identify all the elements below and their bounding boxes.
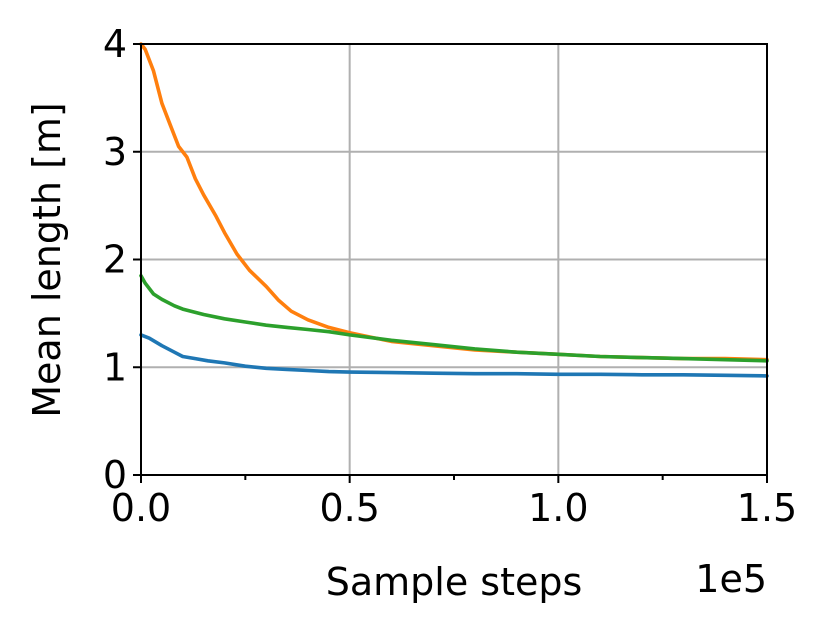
y-tick-label: 1 [103, 345, 127, 389]
y-tick-label: 3 [103, 130, 127, 174]
y-tick-label: 0 [103, 453, 127, 497]
grid-lines [140, 43, 768, 476]
x-tick-label: 0.0 [111, 486, 171, 530]
series-line-3 [139, 273, 769, 363]
series-layer [139, 42, 769, 378]
y-tick-label: 4 [103, 22, 127, 66]
x-axis-label: Sample steps [326, 560, 583, 604]
x-axis-ticks: 0.0 0.5 1.0 1.5 [111, 475, 797, 530]
y-axis-label: Mean length [m] [25, 102, 69, 418]
x-tick-label: 1.0 [528, 486, 588, 530]
y-tick-label: 2 [103, 238, 127, 282]
series-line-2 [139, 42, 769, 362]
x-tick-label: 0.5 [319, 486, 379, 530]
y-axis-ticks: 0 1 2 3 4 [103, 22, 141, 497]
x-axis-multiplier-label: 1e5 [695, 557, 767, 601]
x-tick-label: 1.5 [737, 486, 797, 530]
series-line-1 [139, 333, 769, 378]
